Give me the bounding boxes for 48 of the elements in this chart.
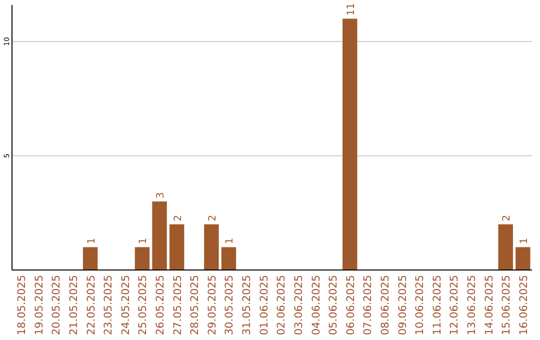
x-tick-label: 25.05.2025: [137, 275, 150, 336]
x-tick-label: 27.05.2025: [172, 275, 184, 336]
x-tick-label: 29.05.2025: [206, 275, 218, 336]
x-tick-label: 08.06.2025: [379, 275, 392, 336]
x-tick-label: 04.06.2025: [310, 275, 322, 336]
data-label: 1: [224, 238, 236, 244]
x-tick-label: 24.05.2025: [120, 275, 132, 336]
x-tick-label: 18.05.2025: [16, 275, 28, 336]
data-label: 1: [138, 238, 150, 244]
x-tick-label: 16.06.2025: [518, 275, 530, 336]
data-label: 1: [518, 238, 530, 244]
x-tick-label: 01.06.2025: [258, 275, 270, 336]
x-tick-label: 07.06.2025: [362, 275, 374, 336]
bar: [498, 224, 513, 270]
x-tick-label: 19.05.2025: [33, 275, 46, 336]
x-tick-label: 28.05.2025: [189, 275, 202, 336]
x-tick-label: 21.05.2025: [68, 275, 80, 336]
bar: [342, 18, 358, 270]
x-tick-label: 31.05.2025: [241, 275, 254, 336]
bar: [204, 224, 219, 270]
data-label: 2: [502, 214, 513, 222]
x-tick-label: 26.05.2025: [154, 275, 167, 336]
x-tick-label: 09.06.2025: [396, 275, 409, 336]
x-tick-label: 13.06.2025: [466, 275, 478, 336]
x-tick-label: 14.06.2025: [483, 275, 496, 336]
x-tick-label: 30.05.2025: [224, 275, 236, 336]
x-tick-label: 20.05.2025: [50, 275, 63, 336]
x-tick-label: 15.06.2025: [500, 275, 513, 336]
data-label: 1: [86, 238, 98, 244]
x-tick-label: 10.06.2025: [414, 275, 426, 336]
bar: [221, 247, 236, 270]
x-tick-label: 02.06.2025: [276, 275, 288, 336]
x-tick-label: 03.06.2025: [292, 275, 305, 336]
x-tick-label: 23.05.2025: [102, 275, 115, 336]
x-tick-label: 22.05.2025: [85, 275, 98, 336]
bar: [516, 247, 530, 270]
x-tick-label: 12.06.2025: [448, 275, 461, 336]
x-tick-label: 05.06.2025: [328, 275, 340, 336]
x-tick-label: 11.06.2025: [431, 275, 444, 336]
bar: [82, 247, 98, 270]
bar: [152, 201, 167, 270]
bar: [134, 247, 150, 270]
data-label: 2: [207, 214, 218, 222]
x-tick-label: 06.06.2025: [344, 275, 357, 336]
data-label: 11: [346, 2, 357, 16]
data-label: 2: [172, 214, 184, 222]
bar: [169, 224, 184, 270]
data-label: 3: [156, 192, 167, 198]
